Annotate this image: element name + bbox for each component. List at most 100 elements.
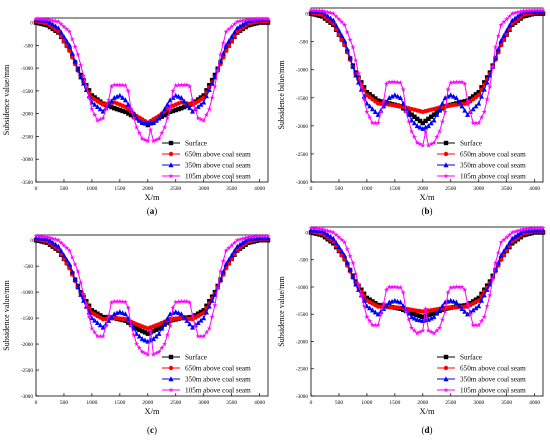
x-tick-label: 500 bbox=[335, 400, 344, 406]
data-point bbox=[193, 313, 198, 318]
data-point bbox=[33, 233, 39, 239]
y-tick-label: -3000 bbox=[296, 394, 309, 400]
data-point bbox=[139, 336, 145, 342]
data-point bbox=[237, 236, 243, 242]
y-tick-label: -2000 bbox=[296, 124, 309, 130]
data-point bbox=[145, 122, 151, 128]
data-point bbox=[417, 118, 423, 124]
data-point bbox=[120, 95, 126, 100]
x-axis-label: X/m bbox=[419, 192, 435, 202]
data-point bbox=[420, 327, 426, 333]
data-point bbox=[142, 337, 148, 343]
data-point bbox=[195, 311, 201, 316]
data-point bbox=[187, 83, 193, 89]
data-point bbox=[459, 79, 465, 85]
y-tick-label: -3000 bbox=[21, 157, 34, 163]
legend-marker bbox=[168, 140, 174, 146]
data-point bbox=[372, 309, 378, 315]
data-point bbox=[187, 299, 193, 305]
data-point bbox=[231, 239, 238, 246]
data-point bbox=[92, 309, 97, 315]
data-point bbox=[465, 311, 471, 317]
data-point bbox=[364, 109, 370, 115]
data-point bbox=[229, 33, 235, 39]
data-point bbox=[423, 118, 428, 124]
data-point bbox=[195, 115, 201, 121]
data-point bbox=[389, 284, 395, 290]
data-point bbox=[462, 107, 468, 113]
data-point bbox=[117, 298, 123, 304]
data-point bbox=[156, 115, 162, 121]
data-point bbox=[378, 99, 384, 104]
data-point bbox=[117, 92, 123, 98]
data-point bbox=[403, 109, 409, 115]
data-point bbox=[181, 82, 187, 88]
data-point bbox=[240, 235, 246, 241]
data-point bbox=[328, 233, 334, 239]
data-point bbox=[478, 318, 485, 324]
data-point bbox=[136, 345, 143, 351]
data-point bbox=[243, 19, 249, 25]
data-point bbox=[451, 93, 457, 99]
data-point bbox=[100, 333, 106, 339]
data-point bbox=[201, 315, 207, 321]
data-point bbox=[450, 284, 457, 290]
data-point bbox=[417, 124, 423, 130]
data-point bbox=[462, 308, 468, 314]
data-point bbox=[369, 106, 375, 112]
data-point bbox=[203, 112, 210, 118]
y-axis-label: Subsidence value/mm bbox=[2, 280, 11, 351]
data-point bbox=[100, 324, 106, 330]
data-point bbox=[164, 115, 171, 121]
data-point bbox=[526, 225, 532, 231]
data-point bbox=[470, 94, 476, 99]
data-point bbox=[397, 284, 404, 290]
data-point bbox=[361, 291, 367, 296]
data-point bbox=[339, 32, 345, 38]
data-point bbox=[308, 7, 314, 13]
data-point bbox=[92, 329, 98, 335]
data-point bbox=[240, 17, 246, 23]
legend-marker bbox=[443, 173, 449, 179]
data-point bbox=[189, 312, 196, 318]
data-point bbox=[534, 225, 541, 231]
data-point bbox=[467, 109, 473, 115]
data-point bbox=[339, 248, 345, 254]
y-tick-label: -500 bbox=[298, 258, 308, 264]
data-point bbox=[397, 79, 404, 85]
data-point bbox=[389, 93, 395, 99]
data-point bbox=[243, 237, 249, 243]
data-point bbox=[414, 330, 420, 336]
data-point bbox=[408, 128, 415, 134]
data-point bbox=[192, 323, 198, 329]
data-point bbox=[378, 311, 384, 317]
data-point bbox=[58, 248, 64, 254]
data-point bbox=[350, 274, 356, 280]
data-point bbox=[215, 67, 221, 73]
data-point bbox=[41, 234, 48, 240]
data-point bbox=[442, 308, 448, 314]
data-point bbox=[350, 63, 356, 69]
data-point bbox=[448, 297, 454, 303]
x-tick-label: 2000 bbox=[417, 186, 428, 192]
y-tick-label: -2500 bbox=[21, 134, 34, 140]
legend-marker bbox=[443, 140, 449, 146]
data-point bbox=[229, 23, 235, 29]
data-point bbox=[36, 16, 42, 22]
data-point bbox=[512, 15, 518, 21]
data-point bbox=[44, 16, 50, 22]
data-point bbox=[383, 286, 390, 292]
data-point bbox=[242, 17, 249, 23]
data-point bbox=[117, 309, 123, 315]
data-point bbox=[518, 230, 524, 235]
chart-b-svg: 0 500 1000 1500 2000 2500 3000 3500 4000 0 -500 -10… bbox=[277, 7, 546, 216]
data-point bbox=[256, 233, 263, 239]
data-point bbox=[353, 281, 359, 287]
data-point bbox=[319, 8, 325, 14]
data-point bbox=[198, 333, 204, 339]
data-point bbox=[468, 96, 473, 101]
data-point bbox=[231, 29, 237, 35]
legend-label: 105m above coal seam bbox=[460, 173, 526, 181]
data-point bbox=[431, 112, 437, 117]
data-point bbox=[484, 96, 490, 102]
